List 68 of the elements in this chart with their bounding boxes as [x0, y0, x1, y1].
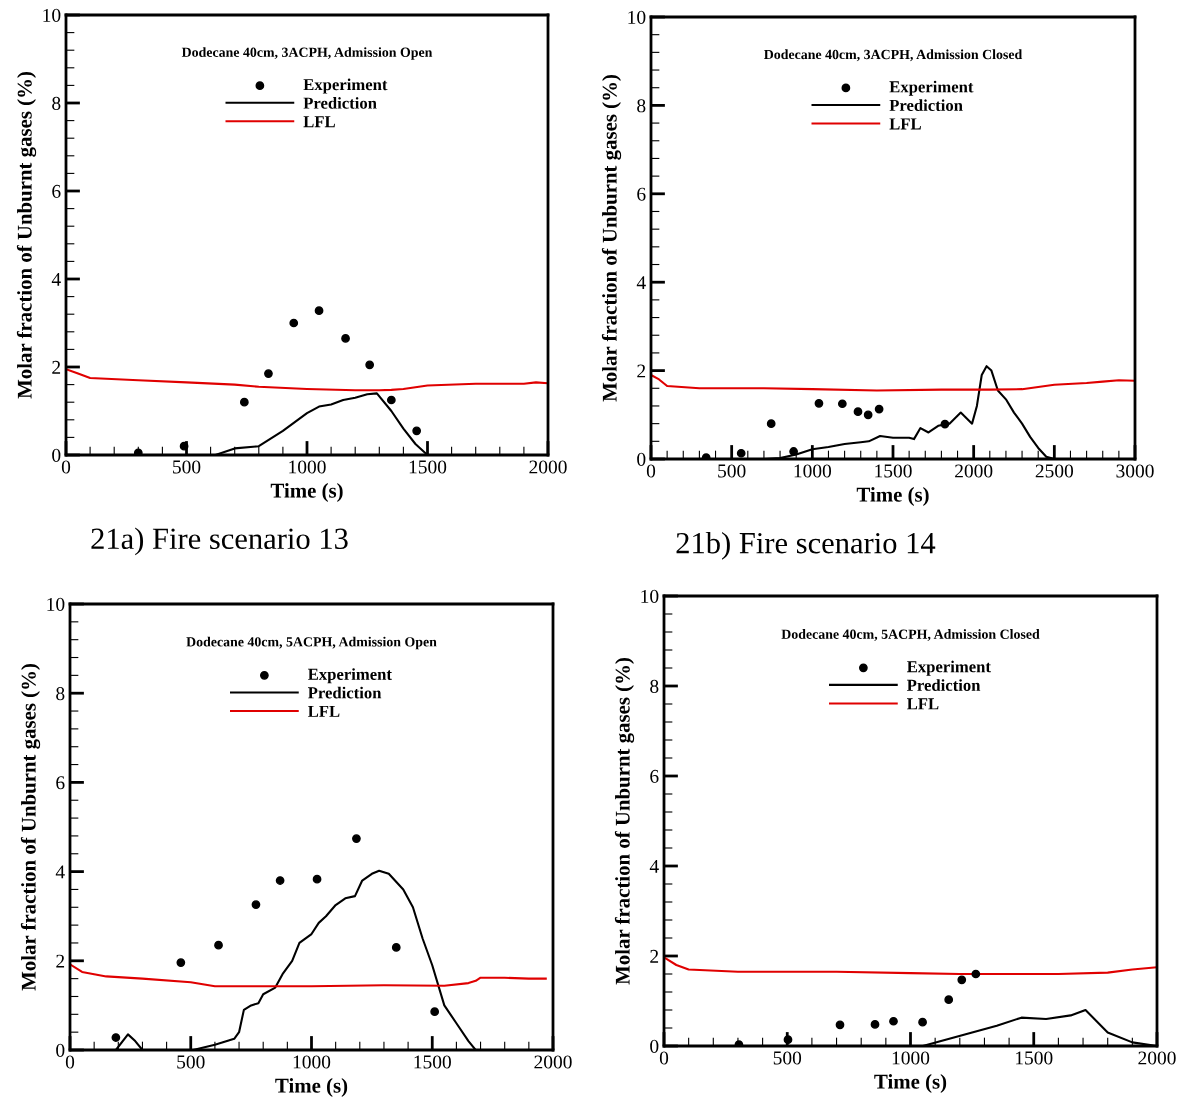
y-tick-label: 6: [56, 776, 65, 790]
x-tick-label: 1000: [293, 1055, 331, 1069]
y-tick-label: 4: [649, 859, 659, 873]
x-tick-label: 1000: [892, 1051, 930, 1065]
legend-label: Prediction: [889, 99, 963, 111]
y-tick-label: 10: [47, 597, 65, 611]
x-tick-label: 0: [65, 1055, 75, 1069]
y-tick-label: 10: [43, 8, 61, 22]
x-tick-label: 1500: [1016, 1051, 1053, 1065]
text: Dodecane 40cm, 3ACPH, Admission Closed: [764, 49, 1023, 62]
x-tick-label: 1500: [875, 464, 912, 478]
legend-label: Prediction: [303, 97, 377, 109]
y-axis-title: Molar fraction of Unburnt gases (%): [601, 75, 622, 402]
legend-label: Prediction: [906, 679, 981, 691]
y-tick-label: 8: [650, 679, 659, 693]
y-tick-label: 4: [51, 272, 61, 286]
x-tick-label: 2000: [529, 460, 567, 474]
y-tick-label: 2: [52, 360, 61, 374]
x-tick-label: 0: [659, 1051, 669, 1065]
y-tick-label: 2: [56, 954, 65, 968]
x-axis-title: Time (s): [270, 483, 343, 502]
y-axis-title: Molar fraction of Unburnt gases (%): [20, 664, 41, 991]
text: 21b) Fire scenario 14: [676, 531, 936, 560]
x-tick-label: 1000: [289, 460, 326, 474]
x-tick-label: 3000: [1116, 464, 1154, 478]
legend-label: Experiment: [889, 80, 974, 96]
y-tick-label: 0: [650, 1039, 659, 1053]
y-tick-label: 8: [637, 99, 646, 113]
x-tick-label: 500: [773, 1051, 802, 1065]
y-tick-label: 6: [52, 184, 61, 198]
x-axis-title: Time (s): [275, 1078, 348, 1097]
x-tick-label: 2000: [534, 1055, 572, 1069]
x-axis-title: Time (s): [856, 487, 929, 506]
x-axis-title: Time (s): [874, 1074, 947, 1093]
legend-label: LFL: [906, 698, 939, 710]
x-tick-label: 2000: [1138, 1051, 1176, 1065]
y-tick-label: 6: [637, 187, 646, 201]
x-tick-label: 2000: [955, 464, 993, 478]
y-tick-label: 6: [650, 769, 659, 783]
x-tick-label: 1500: [414, 1055, 451, 1069]
text: Dodecane 40cm, 5ACPH, Admission Closed: [781, 629, 1040, 641]
y-tick-label: 0: [52, 448, 61, 462]
x-tick-label: 1000: [794, 464, 832, 478]
y-tick-label: 8: [56, 687, 65, 701]
x-tick-label: 500: [718, 464, 746, 478]
y-tick-label: 2: [650, 949, 659, 963]
y-tick-label: 4: [55, 865, 65, 879]
x-tick-label: 2500: [1035, 464, 1074, 478]
y-tick-label: 8: [52, 96, 61, 110]
legend-label: Experiment: [307, 668, 392, 684]
x-tick-label: 1500: [409, 460, 447, 474]
y-tick-label: 2: [637, 364, 646, 378]
y-tick-label: 4: [636, 276, 646, 289]
y-axis-title: Molar fraction of Unburnt gases (%): [614, 658, 635, 985]
y-axis-title: Molar fraction of Unburnt gases (%): [16, 72, 37, 399]
text: Dodecane 40cm, 3ACPH, Admission Open: [181, 47, 433, 60]
text: Dodecane 40cm, 5ACPH, Admission Open: [186, 636, 437, 650]
text: 21a) Fire scenario 13: [91, 527, 348, 556]
legend-label: Prediction: [307, 686, 382, 699]
y-tick-label: 10: [641, 589, 659, 603]
x-tick-label: 500: [173, 460, 201, 474]
legend-label: Experiment: [303, 78, 388, 94]
legend-label: LFL: [303, 116, 335, 128]
x-tick-label: 500: [177, 1055, 205, 1069]
legend-label: LFL: [307, 705, 340, 717]
legend-label: LFL: [889, 118, 921, 130]
legend-label: Experiment: [906, 660, 991, 676]
y-tick-label: 10: [628, 10, 646, 24]
